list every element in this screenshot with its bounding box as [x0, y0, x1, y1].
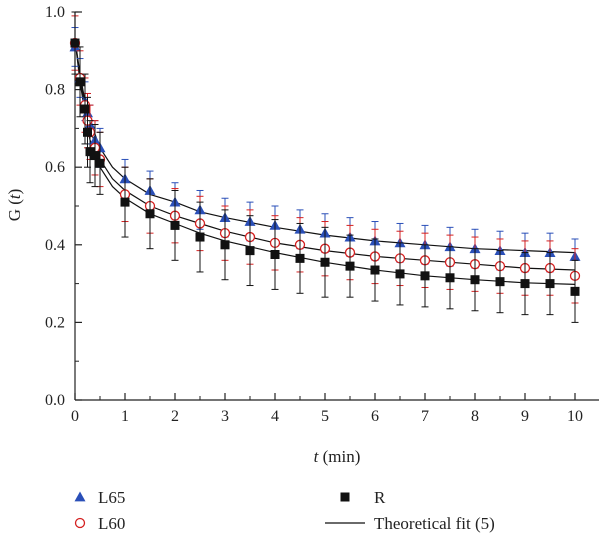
data-point-r	[445, 273, 455, 283]
legend-item-r: R	[340, 488, 386, 507]
data-point-r	[83, 127, 92, 137]
data-point-r	[270, 250, 280, 259]
y-axis-label-close: )	[5, 189, 24, 195]
data-point-r	[70, 38, 80, 48]
legend-label: L65	[98, 488, 125, 507]
legend-marker	[340, 492, 350, 502]
legend: L65 L60 R Theoretical fit (5)	[74, 488, 495, 533]
axes: 0 1 2 3 4 5 6 7 8 9 10 0.0 0.2 0.4 0.6 0.8 1.0	[45, 4, 599, 425]
y-axis-label: G (t)	[5, 189, 24, 222]
data-point-r	[245, 246, 255, 256]
x-tick-label: 6	[371, 408, 379, 425]
x-axis-label-symbol: t	[314, 447, 320, 466]
x-tick-label: 4	[271, 408, 279, 425]
y-tick-label: 0.0	[45, 392, 65, 409]
legend-item-theoretical: Theoretical fit (5)	[325, 514, 495, 533]
y-tick-label: 0.2	[45, 314, 65, 331]
data-point-r	[345, 261, 355, 271]
series-r	[70, 11, 580, 323]
y-axis-label-symbol: t	[5, 193, 24, 199]
data-point-r	[170, 220, 180, 230]
y-tick-label: 0.8	[45, 82, 65, 99]
data-point-r	[95, 158, 105, 168]
x-tick-label: 7	[421, 408, 429, 425]
data-point-r	[395, 269, 405, 279]
data-point-r	[85, 147, 95, 157]
data-point-r	[320, 257, 330, 267]
data-point-r	[80, 104, 90, 114]
x-axis-label-unit: (min)	[318, 447, 360, 466]
data-point-r	[195, 232, 205, 242]
x-tick-label: 5	[321, 408, 329, 425]
data-point-r	[220, 240, 230, 250]
legend-label: R	[374, 488, 386, 507]
data-point-r	[145, 209, 155, 219]
y-tick-label: 0.4	[45, 237, 65, 254]
x-tick-label: 9	[521, 408, 529, 425]
legend-item-l65: L65	[74, 488, 125, 507]
y-tick-label: 0.6	[45, 159, 65, 176]
data-point-r	[420, 271, 430, 281]
data-point-r	[370, 265, 380, 275]
y-axis-label-main: G (	[5, 199, 24, 222]
data-point-r	[495, 277, 505, 287]
legend-marker	[74, 517, 86, 529]
data-point-r	[570, 286, 580, 296]
data-point-r	[90, 151, 100, 161]
data-point-r	[295, 253, 305, 263]
y-tick-label: 1.0	[45, 4, 65, 21]
data-point-r	[75, 77, 85, 87]
x-tick-label: 2	[171, 408, 179, 425]
data-point-r	[120, 197, 130, 207]
legend-label: Theoretical fit (5)	[374, 514, 495, 533]
x-axis-label: t (min)	[314, 447, 361, 466]
data-point-r	[520, 279, 530, 289]
legend-label: L60	[98, 514, 125, 533]
legend-item-l60: L60	[74, 514, 125, 533]
x-tick-label: 8	[471, 408, 479, 425]
x-tick-label: 0	[71, 408, 79, 425]
series-layer	[69, 11, 581, 323]
x-tick-label: 10	[567, 408, 583, 425]
data-point-r	[545, 279, 555, 289]
x-tick-label: 1	[121, 408, 129, 425]
legend-marker	[74, 491, 86, 502]
data-point-r	[470, 275, 480, 285]
x-tick-label: 3	[221, 408, 229, 425]
